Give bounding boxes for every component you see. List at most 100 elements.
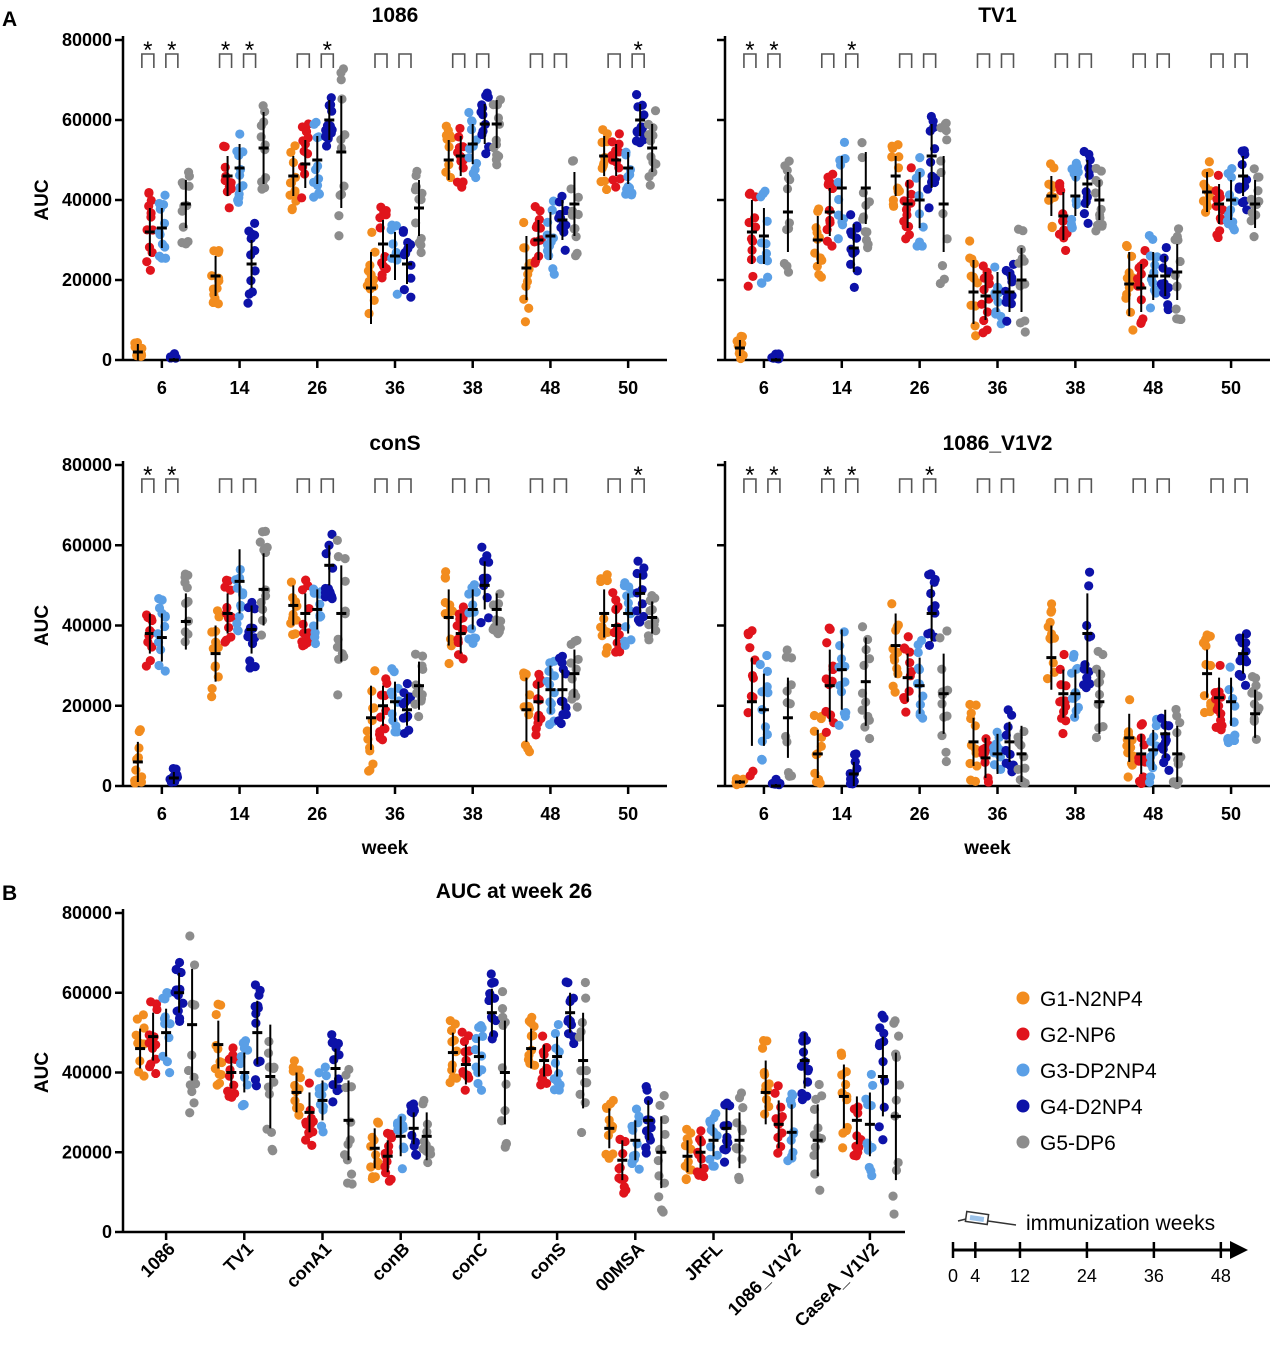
y-tick-label: 80000 — [62, 455, 112, 475]
data-point — [377, 735, 388, 745]
data-point — [169, 349, 180, 359]
data-point — [224, 177, 234, 188]
data-point — [304, 1078, 314, 1088]
data-point — [576, 1127, 587, 1138]
data-point — [183, 629, 193, 639]
significance-bracket — [820, 478, 835, 493]
data-point — [1205, 631, 1215, 641]
x-tick-label: 38 — [1065, 804, 1085, 824]
data-point — [547, 205, 557, 215]
data-point — [327, 529, 337, 539]
data-point — [868, 1080, 878, 1091]
legend-marker-2 — [1016, 1027, 1030, 1041]
data-point — [750, 222, 761, 232]
data-point — [486, 969, 496, 979]
data-point — [561, 220, 571, 230]
data-point — [266, 1127, 277, 1138]
data-point — [471, 158, 482, 169]
data-point — [444, 658, 454, 669]
data-point — [497, 986, 508, 997]
data-point — [755, 659, 765, 670]
data-point — [419, 1095, 429, 1106]
data-point — [864, 197, 874, 207]
data-point — [879, 1013, 889, 1023]
data-point — [738, 1103, 748, 1113]
data-point — [260, 547, 271, 558]
data-point — [362, 726, 372, 736]
data-point — [481, 91, 491, 101]
data-point — [326, 93, 336, 103]
data-point — [320, 1062, 330, 1072]
series-0 — [130, 567, 613, 788]
data-point — [311, 117, 321, 127]
significance-star: * — [633, 37, 642, 64]
data-point — [887, 141, 897, 151]
data-point — [142, 257, 152, 267]
data-point — [1172, 231, 1182, 242]
data-point — [971, 331, 981, 341]
data-point — [621, 147, 631, 157]
data-point — [970, 321, 980, 331]
data-point — [926, 111, 936, 122]
data-point — [942, 234, 952, 244]
series-4 — [180, 526, 661, 722]
data-point — [743, 281, 753, 291]
y-axis-label: AUC — [32, 179, 53, 220]
significance-bracket — [553, 53, 568, 68]
data-point — [561, 709, 571, 720]
series-1 — [743, 163, 1228, 338]
data-point — [1172, 711, 1182, 721]
data-point — [1005, 761, 1016, 771]
data-point — [816, 741, 826, 751]
data-point — [297, 193, 307, 203]
data-point — [519, 217, 529, 228]
series-3 — [767, 111, 1252, 364]
data-point — [224, 623, 234, 633]
legend: G1-N2NP4 G2-NP6 G3-DP2NP4 G4-D2NP4 G5-DP6 — [1016, 988, 1157, 1155]
data-point — [782, 645, 792, 655]
data-point — [1081, 683, 1091, 693]
data-point — [748, 271, 758, 282]
data-point — [174, 1013, 185, 1023]
data-point — [864, 1162, 874, 1173]
x-tick-label: 50 — [618, 378, 638, 398]
data-point — [295, 1102, 305, 1113]
data-point — [833, 234, 843, 244]
data-point — [660, 1129, 670, 1140]
data-point — [260, 173, 271, 183]
data-point — [879, 1102, 889, 1112]
data-point — [762, 650, 772, 661]
chart-title: AUC at week 26 — [436, 880, 592, 903]
data-point — [580, 1098, 590, 1108]
data-point — [545, 719, 555, 730]
significance-star: * — [143, 462, 152, 489]
data-point — [211, 1009, 221, 1020]
significance-bracket — [141, 478, 155, 493]
data-point — [163, 988, 173, 998]
data-point — [189, 960, 200, 970]
significance-bracket — [553, 478, 568, 493]
data-point — [979, 315, 989, 326]
series-4 — [183, 931, 905, 1219]
x-tick-label: 36 — [987, 378, 1007, 398]
data-point — [1046, 599, 1057, 609]
data-point — [833, 210, 844, 220]
data-point — [682, 1124, 692, 1134]
data-point — [1073, 167, 1083, 177]
significance-bracket — [529, 53, 544, 68]
significance-bracket — [165, 478, 179, 493]
y-tick-label: 60000 — [62, 535, 112, 555]
data-point — [972, 761, 982, 771]
data-point — [410, 649, 421, 659]
data-point — [1097, 219, 1107, 230]
data-point — [1058, 728, 1068, 739]
data-point — [1047, 221, 1057, 231]
significance-bracket — [1234, 53, 1248, 68]
data-point — [918, 222, 928, 232]
data-point — [811, 223, 821, 233]
x-tick-label: 26 — [910, 378, 930, 398]
x-tick-label: 1086 — [136, 1239, 178, 1281]
data-point — [608, 588, 618, 598]
data-point — [1241, 629, 1252, 639]
data-point — [1240, 680, 1251, 690]
